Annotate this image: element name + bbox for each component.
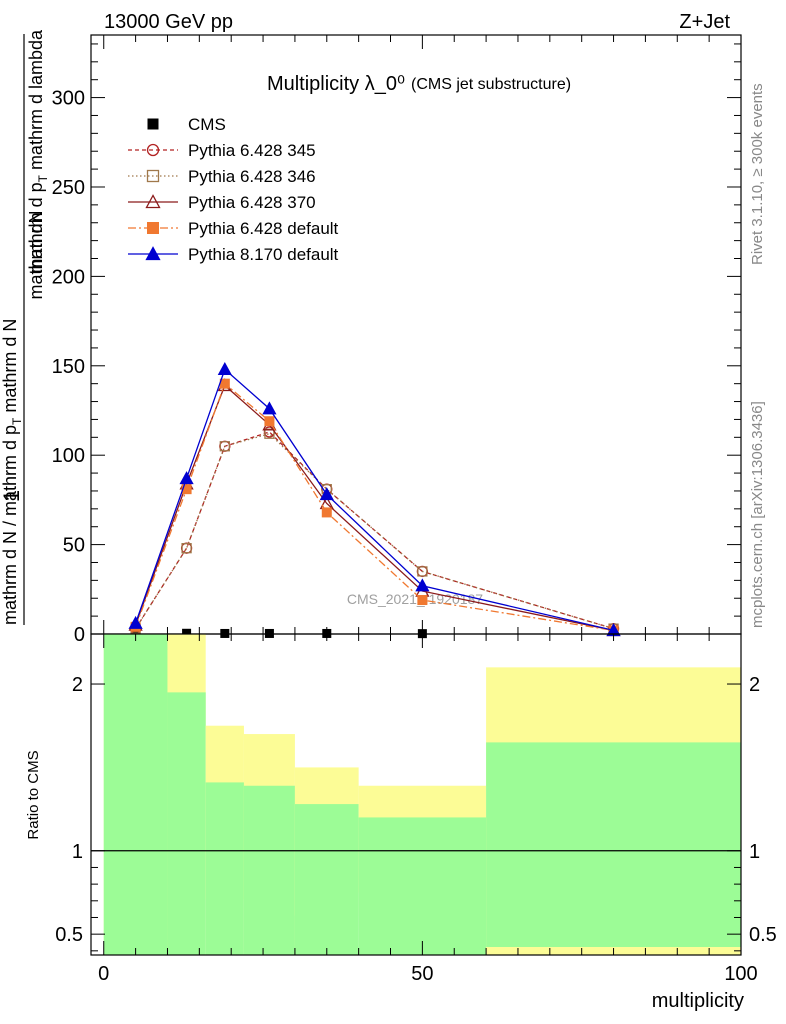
ratio-axis-ticks: 0.5 0.5 1 1 2 2 0 50 100: [55, 634, 777, 985]
ratio-ytick-label: 2: [72, 674, 83, 696]
main-plot: CMS_2021_I1920187 0 50 100 150 200 250 300: [52, 34, 742, 646]
data-point: [219, 441, 230, 452]
main-ytick-label: 100: [52, 445, 85, 467]
ratio-xlabel: multiplicity: [652, 990, 744, 1012]
ratio-bands: [103, 634, 741, 955]
watermark: CMS_2021_I1920187: [347, 591, 483, 607]
ratio-inner-band: [294, 804, 359, 955]
main-ytick-label: 150: [52, 356, 85, 378]
ratio-inner-band: [486, 742, 741, 955]
ylabel-numerator-part-4: mathrm d lambda: [26, 29, 46, 175]
main-ylabel: 1 mathrm dN mathrm d pT mathrm d lambda …: [0, 29, 50, 625]
data-point: [180, 542, 193, 554]
data-point: [219, 378, 230, 389]
legend-marker: [147, 222, 159, 234]
series-line: [135, 433, 614, 630]
main-ytick-label: 50: [63, 535, 85, 557]
legend-entry-label: CMS: [188, 115, 226, 134]
ratio-xtick-label: 0: [98, 963, 109, 985]
ratio-xtick-label: 50: [411, 963, 433, 985]
data-point: [263, 426, 276, 438]
ratio-ytick-label-right: 1: [749, 841, 760, 863]
rivet-version-label: Rivet 3.1.10, ≥ 300k events: [749, 83, 766, 265]
ratio-inner-band: [358, 817, 487, 955]
legend-marker: [147, 118, 159, 130]
main-subtitle: (CMS jet substructure): [411, 76, 571, 93]
ylabel-numerator-1: mathrm dN: [26, 210, 46, 299]
ratio-inner-band: [167, 692, 206, 955]
legend-marker: [145, 246, 161, 261]
legend-marker: [145, 194, 161, 209]
ratio-plot: 0.5 0.5 1 1 2 2 0 50 100 Ratio to CMS multiplici…: [25, 633, 777, 1012]
ylabel-numerator-part-2: mathrm d p: [26, 182, 46, 273]
legend-entry-label: Pythia 6.428 default: [188, 219, 339, 238]
main-ytick-label: 250: [52, 177, 85, 199]
data-point: [217, 362, 232, 376]
ratio-inner-band: [103, 634, 168, 955]
ratio-ytick-label-right: 0.5: [749, 924, 777, 946]
data-point: [321, 507, 332, 518]
ratio-ytick-label: 1: [72, 841, 83, 863]
data-point: [264, 416, 275, 427]
legend-marker: [146, 143, 160, 157]
data-point: [262, 401, 277, 415]
ylabel-one: 1: [0, 490, 24, 502]
ylabel-numerator-part-3: T: [36, 174, 50, 182]
ylabel-denominator-part-1: mathrm d N / mathrm d p: [0, 425, 20, 625]
ylabel-denominator: mathrm d N / mathrm d pT mathrm d N: [0, 319, 24, 625]
data-point: [128, 615, 143, 629]
data-point: [417, 595, 428, 606]
ratio-xtick-label: 100: [724, 963, 757, 985]
legend-entry-label: Pythia 6.428 346: [188, 167, 316, 186]
main-ytick-label: 200: [52, 266, 85, 288]
data-point: [181, 543, 192, 554]
ylabel-numerator-part-1: mathrm dN: [26, 210, 46, 299]
legend: CMS Pythia 6.428 345 Pythia 6.428 346 Pythi…: [128, 115, 339, 264]
ratio-ytick-label: 0.5: [55, 924, 83, 946]
ylabel-denominator-part-2: T: [10, 417, 24, 425]
ylabel-numerator-2: mathrm d pT mathrm d lambda: [26, 29, 50, 273]
ratio-inner-band: [205, 782, 244, 955]
main-ytick-label: 300: [52, 88, 85, 110]
header-process-label: Z+Jet: [679, 11, 730, 33]
ratio-ytick-label-right: 2: [749, 674, 760, 696]
data-point: [319, 487, 334, 501]
ratio-ylabel: Ratio to CMS: [25, 750, 42, 839]
main-title-group: Multiplicity λ_0⁰ (CMS jet substructure): [267, 73, 571, 95]
data-point: [415, 578, 430, 592]
main-axis-ticks: 0 50 100 150 200 250 300: [52, 35, 742, 646]
main-title: Multiplicity λ_0⁰: [267, 73, 405, 95]
legend-entry-label: Pythia 6.428 370: [188, 193, 316, 212]
legend-marker: [146, 169, 160, 183]
main-ytick-label: 0: [74, 624, 85, 646]
data-point: [179, 471, 194, 485]
data-point: [417, 566, 428, 577]
legend-entry-label: Pythia 8.170 default: [188, 245, 339, 264]
series-5: [128, 362, 621, 637]
ylabel-denominator-part-3: mathrm d N: [0, 319, 20, 418]
mcplots-label: mcplots.cern.ch [arXiv:1306.3436]: [749, 401, 766, 628]
data-point: [181, 484, 192, 495]
legend-entry-label: Pythia 6.428 345: [188, 141, 316, 160]
ratio-inner-band: [243, 785, 295, 955]
ratio-plot-frame: [90, 633, 742, 956]
header-collision-label: 13000 GeV pp: [104, 11, 233, 33]
